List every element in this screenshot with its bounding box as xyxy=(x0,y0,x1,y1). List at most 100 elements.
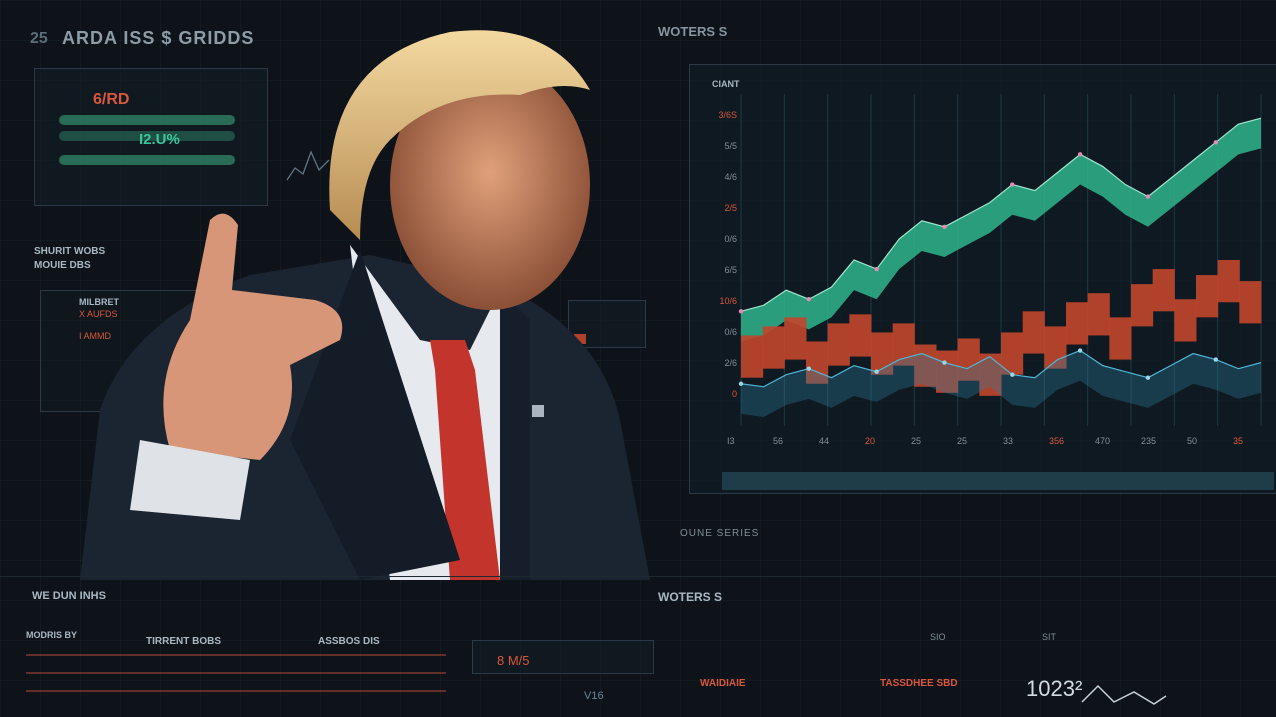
bottom-left-title: WE DUN INHS xyxy=(32,590,106,602)
bottom-data-rows xyxy=(26,646,446,706)
y-tick-label: 6/5 xyxy=(724,265,737,275)
main-chart: 3/6S 5/5 4/6 2/5 0/6 6/5 10/6 0/6 2/6 0 I3 56 44 20 25… xyxy=(718,94,1262,446)
mid-label-1: MILBRET xyxy=(79,297,119,307)
bar-mark xyxy=(1239,281,1262,324)
y-tick-label: 2/6 xyxy=(724,358,737,368)
data-point xyxy=(874,369,879,374)
y-tick-label: 0/6 xyxy=(724,327,737,337)
x-tick-label: I3 xyxy=(727,436,735,446)
data-point xyxy=(1010,182,1015,187)
series-area xyxy=(741,350,1261,417)
mid-label-2: X AUFDS xyxy=(79,309,118,319)
y-tick-label: 0/6 xyxy=(724,234,737,244)
data-point xyxy=(874,266,879,272)
left-bar-1 xyxy=(59,115,235,125)
big-number: 1023² xyxy=(1026,676,1083,701)
center-red-chip xyxy=(574,334,586,344)
bar-mark xyxy=(806,341,829,384)
bar-mark xyxy=(1131,284,1154,327)
x-tick-label: 25 xyxy=(957,436,967,446)
bar-mark xyxy=(1196,275,1219,318)
bar-mark xyxy=(1174,299,1197,342)
chart-scroll-strip[interactable] xyxy=(722,472,1274,490)
data-point xyxy=(738,309,744,314)
x-tick-label: 470 xyxy=(1095,436,1110,446)
bar-mark xyxy=(914,344,937,387)
bar-mark xyxy=(1152,269,1175,312)
x-tick-label: 25 xyxy=(911,436,921,446)
series-line xyxy=(740,117,1262,312)
bottom-center-title: WOTERS S xyxy=(658,590,723,604)
bar-mark xyxy=(892,323,915,366)
left-stats-panel: 6/RD I2.U% xyxy=(34,68,268,206)
readout-value: 8 M/5 xyxy=(497,653,530,668)
readout-2: V16 xyxy=(584,690,604,702)
legend-2: SIT xyxy=(1042,632,1057,642)
bar-mark xyxy=(784,317,807,360)
data-point xyxy=(738,381,744,386)
bottom-divider xyxy=(0,576,1276,577)
data-point xyxy=(1077,348,1083,353)
series-area xyxy=(741,118,1261,342)
stat-2: TASSDHEE SBD xyxy=(880,678,958,689)
bar-mark xyxy=(1001,332,1024,375)
col-head-3: ASSBOS DIS xyxy=(318,636,380,647)
stat-1: WAIDIAIE xyxy=(700,678,746,689)
x-tick-label: 235 xyxy=(1141,436,1156,446)
header-title: ARDA ISS $ GRIDDS xyxy=(62,28,255,48)
data-point xyxy=(1077,152,1083,157)
bar-mark xyxy=(1022,311,1045,354)
series-line xyxy=(740,349,1262,388)
data-point xyxy=(942,224,947,229)
legend-1: SIO xyxy=(930,632,946,642)
data-point xyxy=(1145,375,1151,380)
data-point xyxy=(1145,194,1151,199)
bar-mark xyxy=(957,338,980,381)
x-tick-label: 44 xyxy=(819,436,829,446)
bar-mark xyxy=(849,314,872,357)
readout-box: 8 M/5 xyxy=(472,640,654,674)
y-tick-label: 10/6 xyxy=(719,296,737,306)
bar-mark xyxy=(979,353,1002,396)
header-num: 25 xyxy=(30,30,48,47)
mid-label-3: I AMMD xyxy=(79,331,112,341)
x-tick-label: 356 xyxy=(1049,436,1064,446)
bar-mark xyxy=(762,326,785,369)
bar-mark xyxy=(1217,260,1240,303)
y-tick-label: 2/5 xyxy=(724,203,737,213)
bar-mark xyxy=(827,323,850,366)
chart-title: CIANT xyxy=(712,79,740,89)
x-tick-label: 20 xyxy=(865,436,875,446)
data-point xyxy=(806,297,812,302)
small-line-chart xyxy=(286,150,330,181)
y-tick-label: 3/6S xyxy=(718,110,737,120)
center-title: WOTERS S xyxy=(658,24,728,39)
mini-line xyxy=(1081,684,1167,705)
bar-mark xyxy=(1066,302,1089,345)
x-tick-label: 56 xyxy=(773,436,783,446)
x-tick-label: 50 xyxy=(1187,436,1197,446)
bar-mark xyxy=(1087,293,1110,336)
x-tick-label: 33 xyxy=(1003,436,1013,446)
portrait-figure xyxy=(80,30,650,580)
left-label-1: SHURIT WOBS xyxy=(34,246,106,257)
data-point xyxy=(1213,357,1218,362)
chart-footer: OUNE SERIES xyxy=(680,528,760,539)
x-tick-label: 35 xyxy=(1233,436,1243,446)
y-tick-label: 4/6 xyxy=(724,172,737,182)
y-tick-label: 0 xyxy=(732,389,737,399)
main-chart-panel: CIANT xyxy=(689,64,1276,494)
y-tick-label: 5/5 xyxy=(724,141,737,151)
left-big-value-1: 6/RD xyxy=(93,91,130,108)
bar-mark xyxy=(871,332,894,375)
left-big-value-2: I2.U% xyxy=(139,131,180,148)
bar-mark xyxy=(1109,317,1132,360)
bar-mark xyxy=(741,335,764,378)
left-label-2: MOUIE DBS xyxy=(34,260,91,271)
data-point xyxy=(1213,140,1218,145)
left-bar-2 xyxy=(59,131,235,141)
left-bar-3 xyxy=(59,155,235,165)
data-point xyxy=(1010,372,1015,377)
col-head-2: TIRRENT BOBS xyxy=(146,636,221,647)
data-point xyxy=(806,366,812,371)
